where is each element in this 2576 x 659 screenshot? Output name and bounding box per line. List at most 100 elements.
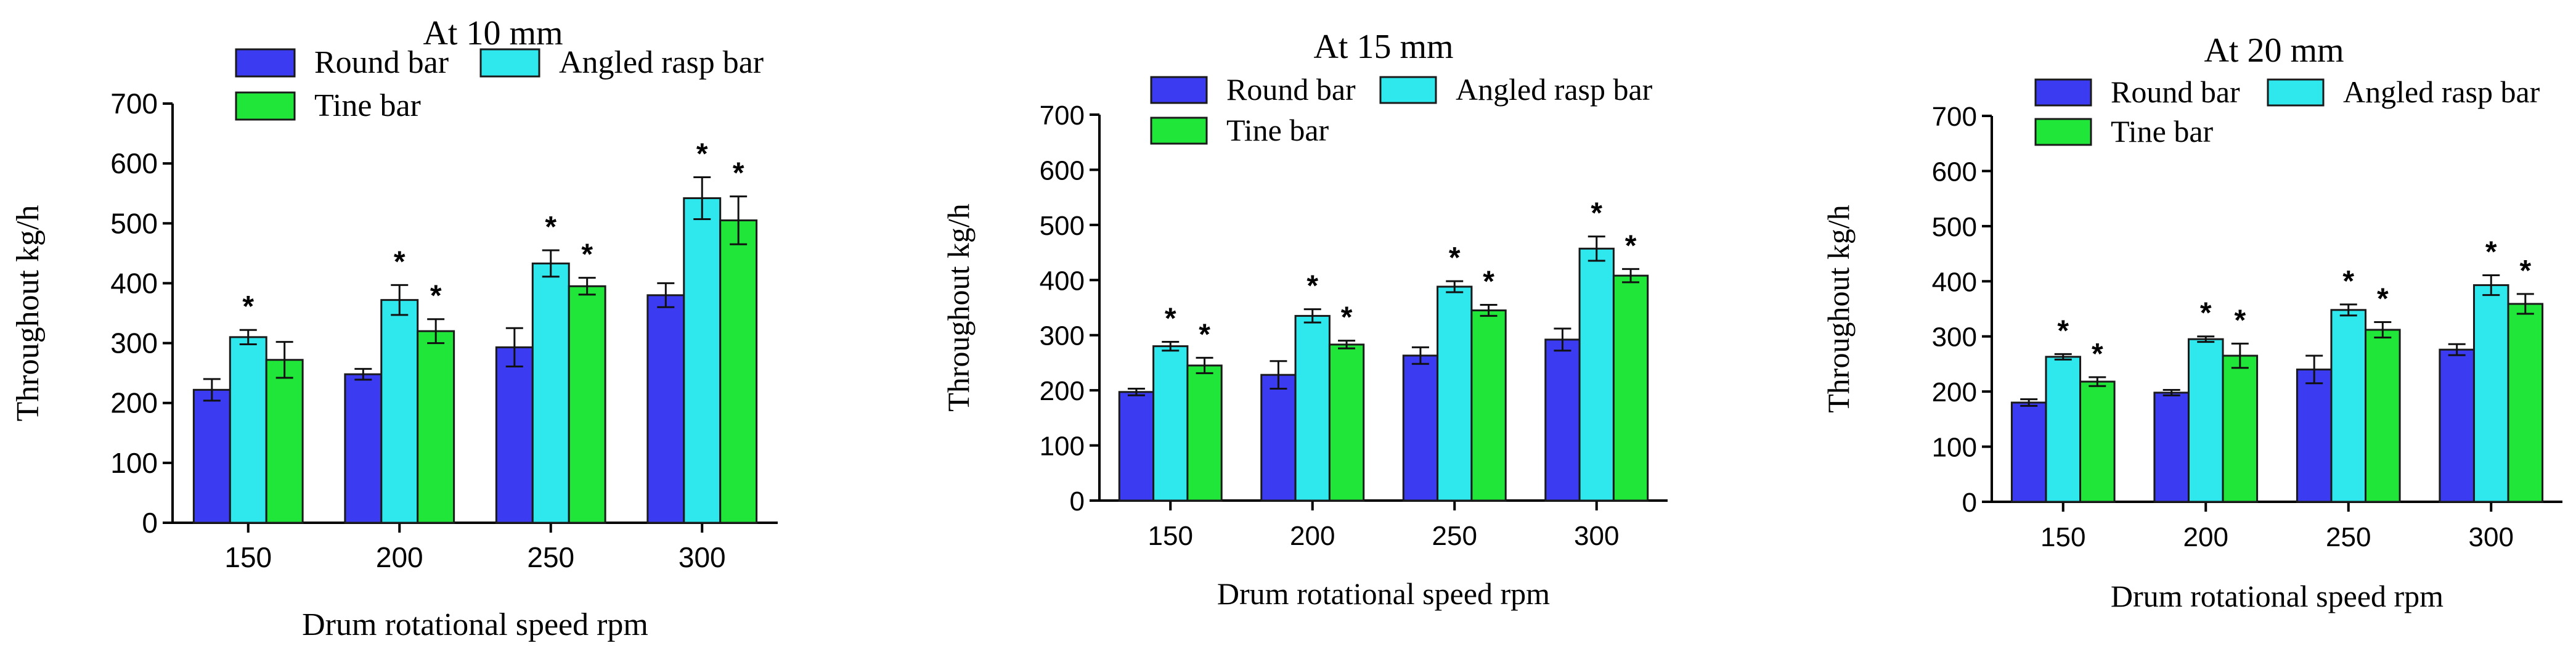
- bar: [229, 336, 267, 524]
- x-axis-label: Drum rotational speed rpm: [302, 607, 648, 642]
- bar: [531, 262, 570, 524]
- significance-asterisk: *: [545, 211, 556, 244]
- bar: [2507, 303, 2544, 503]
- x-tick-label: 250: [527, 541, 574, 573]
- bar: [2153, 391, 2190, 503]
- significance-asterisk: *: [1199, 318, 1210, 351]
- y-tick-label: 100: [110, 447, 158, 479]
- x-axis-label: Drum rotational speed rpm: [2111, 579, 2444, 613]
- y-tick-label: 400: [1932, 267, 1977, 297]
- y-tick-label: 400: [1040, 266, 1085, 296]
- bar: [1437, 285, 1473, 502]
- bar: [1186, 364, 1223, 502]
- legend-label: Round bar: [2111, 75, 2240, 109]
- y-axis-label: Throughout kg/h: [10, 205, 46, 422]
- y-tick-label: 100: [1932, 433, 1977, 463]
- bar: [495, 346, 534, 524]
- bar: [1544, 338, 1581, 502]
- bar: [568, 285, 606, 524]
- x-tick-label: 200: [1290, 521, 1335, 551]
- bar: [1402, 354, 1439, 502]
- legend-label: Tine bar: [2111, 114, 2214, 149]
- y-tick-label: 600: [1932, 157, 1977, 187]
- bar: [1470, 309, 1507, 502]
- y-tick-label: 500: [110, 207, 158, 239]
- bar: [2472, 284, 2509, 503]
- bar: [683, 197, 722, 524]
- bar: [1328, 343, 1365, 502]
- bar: [2439, 348, 2475, 503]
- bar: [1294, 314, 1331, 502]
- x-tick-label: 150: [1148, 521, 1193, 551]
- x-tick-label: 300: [2469, 522, 2514, 552]
- y-tick-label: 700: [1040, 100, 1085, 131]
- bar: [2010, 401, 2047, 503]
- significance-asterisk: *: [1591, 197, 1602, 230]
- significance-asterisk: *: [2057, 314, 2069, 347]
- chart-panel-1: At 10 mm 0 100 200 300 400 500 600 700 Throughout…: [10, 14, 778, 642]
- legend-swatch: [1150, 76, 1208, 104]
- significance-asterisk: *: [581, 239, 593, 271]
- x-tick-label: 250: [1432, 521, 1477, 551]
- bar: [2045, 356, 2082, 503]
- legend-label: Tine bar: [314, 88, 421, 123]
- chart-title: At 20 mm: [2204, 31, 2344, 70]
- significance-asterisk: *: [1449, 242, 1461, 274]
- x-tick-label: 300: [1574, 521, 1619, 551]
- significance-asterisk: *: [430, 280, 442, 313]
- bar: [2222, 354, 2259, 503]
- y-tick-label: 0: [1962, 488, 1977, 518]
- y-tick-label: 300: [1932, 322, 1977, 353]
- bar: [2296, 368, 2333, 503]
- x-axis-label: Drum rotational speed rpm: [1217, 576, 1550, 611]
- legend-swatch: [479, 48, 540, 78]
- y-tick-label: 700: [1932, 102, 1977, 132]
- legend-swatch: [2034, 118, 2092, 146]
- significance-asterisk: *: [2234, 304, 2246, 337]
- significance-asterisk: *: [394, 245, 406, 278]
- x-tick-label: 200: [376, 541, 423, 573]
- bar: [2365, 329, 2401, 503]
- bar: [719, 219, 758, 524]
- x-tick-label: 300: [679, 541, 726, 573]
- y-tick-label: 100: [1040, 432, 1085, 462]
- y-tick-label: 300: [110, 327, 158, 359]
- bar: [2187, 338, 2224, 503]
- significance-asterisk: *: [2485, 235, 2497, 268]
- significance-asterisk: *: [1483, 266, 1494, 298]
- significance-asterisk: *: [2519, 255, 2531, 287]
- legend-swatch: [2267, 78, 2325, 107]
- legend-swatch: [2034, 78, 2092, 107]
- bar: [265, 359, 304, 524]
- x-tick-label: 150: [224, 541, 272, 573]
- bar: [1612, 274, 1649, 502]
- y-tick-label: 600: [1040, 155, 1085, 186]
- bar: [1578, 247, 1615, 502]
- legend-swatch: [235, 48, 296, 78]
- y-tick-label: 200: [1040, 376, 1085, 406]
- y-axis-label: Throughout kg/h: [1821, 205, 1856, 412]
- legend-swatch: [235, 91, 296, 121]
- legend-swatch: [1150, 117, 1208, 145]
- significance-asterisk: *: [242, 290, 254, 323]
- significance-asterisk: *: [1341, 301, 1353, 334]
- x-tick-label: 250: [2326, 522, 2371, 552]
- significance-asterisk: *: [2200, 297, 2212, 330]
- bar: [646, 294, 685, 524]
- bar: [1118, 391, 1155, 502]
- y-tick-label: 700: [110, 88, 158, 120]
- legend-label: Angled rasp bar: [2343, 75, 2540, 109]
- y-tick-label: 300: [1040, 321, 1085, 351]
- significance-asterisk: *: [1625, 229, 1637, 262]
- x-tick-label: 150: [2040, 522, 2085, 552]
- bar: [2330, 309, 2367, 503]
- chart-title: At 10 mm: [423, 14, 563, 52]
- chart-panel-2: At 15 mm 0 100 200 300 400 500 600 700 Throughout…: [941, 28, 1668, 611]
- bar: [1152, 345, 1189, 502]
- legend-label: Angled rasp bar: [559, 45, 764, 80]
- bar: [380, 299, 419, 524]
- significance-asterisk: *: [2342, 265, 2354, 298]
- bar: [417, 330, 455, 524]
- legend-swatch: [1379, 76, 1437, 104]
- y-axis-label: Throughout kg/h: [941, 203, 976, 411]
